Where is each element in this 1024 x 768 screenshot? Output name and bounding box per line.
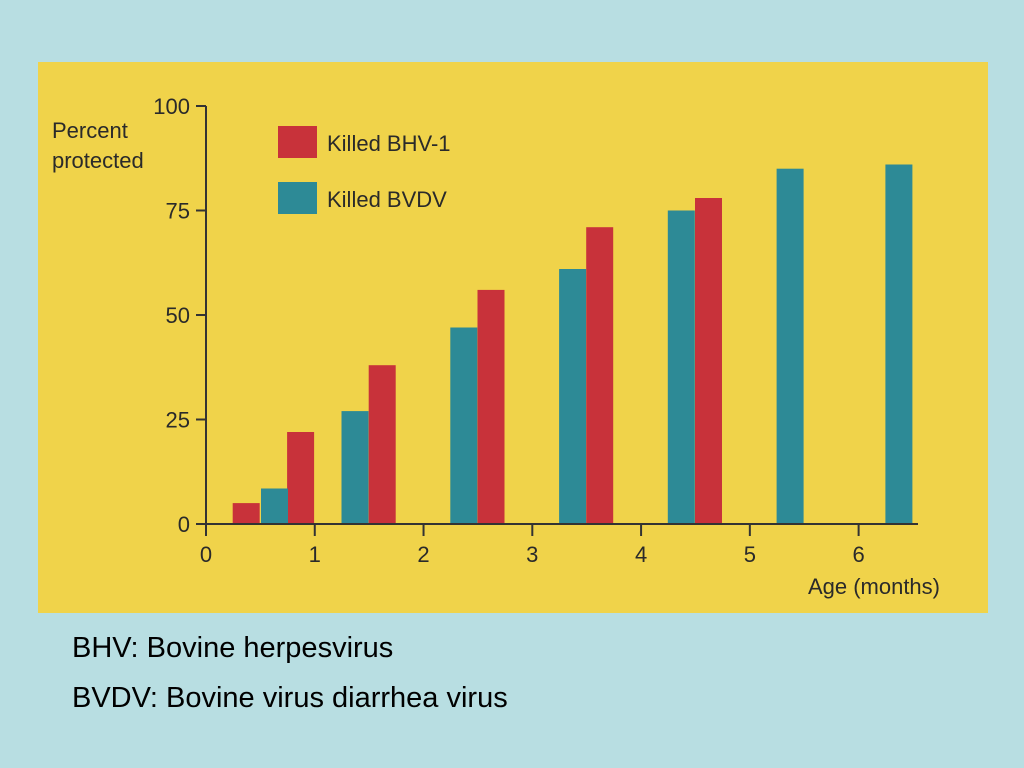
y-tick-label-0: 0 [178, 512, 190, 537]
chart-panel: 0 25 50 75 100 0 1 2 3 4 5 6 Percent protected Age (mo… [38, 62, 988, 613]
x-tick-label-4: 4 [635, 542, 647, 567]
bar-bvdv-4 [667, 210, 695, 524]
x-tick-label-5: 5 [744, 542, 756, 567]
bar-bhv1-5 [695, 198, 722, 524]
y-axis-label-line-0: Percent [52, 118, 128, 143]
bar-bvdv-6 [885, 164, 913, 524]
legend-swatch-0 [278, 126, 317, 158]
bar-bvdv-2 [450, 327, 478, 524]
bar-chart: 0 25 50 75 100 0 1 2 3 4 5 6 Percent protected Age (mo… [52, 94, 940, 599]
legend-swatch-1 [278, 182, 317, 214]
bar-bhv1-0 [232, 503, 260, 524]
x-tick-label-3: 3 [526, 542, 538, 567]
bar-bhv1-2 [368, 365, 396, 524]
bar-bhv1-3 [477, 289, 505, 524]
y-tick-label-3: 75 [166, 199, 190, 224]
y-tick-label-2: 50 [166, 303, 190, 328]
caption-bvdv: BVDV: Bovine virus diarrhea virus [72, 682, 508, 714]
y-axis-label-line-1: protected [52, 148, 144, 173]
x-tick-label-0: 0 [200, 542, 212, 567]
bar-bvdv-0 [261, 488, 288, 524]
bar-bvdv-1 [341, 411, 369, 524]
legend-label-1: Killed BVDV [327, 187, 447, 212]
x-tick-label-6: 6 [852, 542, 864, 567]
caption-bhv: BHV: Bovine herpesvirus [72, 632, 394, 664]
bar-bvdv-3 [559, 269, 587, 524]
bar-bhv1-4 [586, 227, 614, 524]
x-tick-label-2: 2 [417, 542, 429, 567]
bar-bhv1-1 [287, 432, 315, 524]
y-tick-label-4: 100 [153, 94, 190, 119]
y-tick-label-1: 25 [166, 408, 190, 433]
legend-label-0: Killed BHV-1 [327, 131, 451, 156]
bar-bvdv-5 [776, 168, 804, 524]
x-tick-label-1: 1 [309, 542, 321, 567]
x-axis-label: Age (months) [808, 574, 940, 599]
